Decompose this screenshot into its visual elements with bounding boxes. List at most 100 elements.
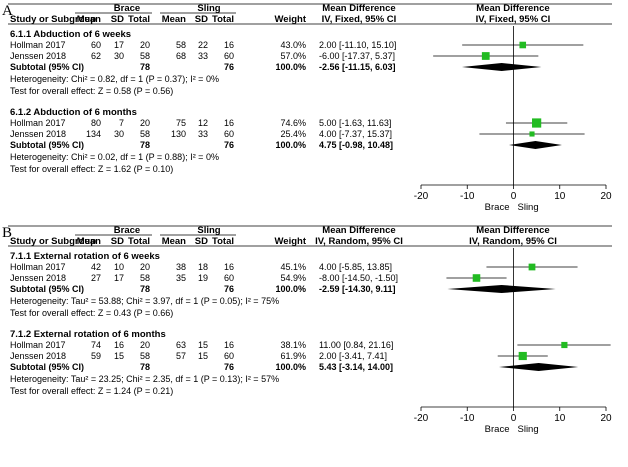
panel-b-subgroup-2-subtotal-n2: 76 (224, 362, 234, 372)
panel-a-plot-title: Mean Difference (476, 3, 549, 14)
panel-b-subgroup-1-study-1-n1: 20 (140, 262, 150, 272)
panel-b-subgroup-1-subtotal-weight: 100.0% (275, 284, 306, 294)
panel-b-subgroup-2-heterogeneity: Heterogeneity: Tau² = 23.25; Chi² = 2.35… (10, 374, 279, 384)
panel-b-subgroup-2-study-2-n1: 58 (140, 351, 150, 361)
panel-a-subgroup-1-study-2-name: Jenssen 2018 (10, 51, 66, 61)
panel-a-subgroup-1-subtotal-weight: 100.0% (275, 62, 306, 72)
panel-a-subgroup-2-study-2-name: Jenssen 2018 (10, 129, 66, 139)
panel-a-subgroup-2-study-2-ci: 4.00 [-7.37, 15.37] (319, 129, 392, 139)
panel-a-tick-label-1: -20 (414, 191, 429, 202)
panel-a-subgroup-2-study-1-name: Hollman 2017 (10, 118, 66, 128)
panel-b-tick-label-5: 20 (600, 413, 612, 424)
panel-a-weight-header: Weight (275, 14, 307, 25)
panel-b-subgroup-1-subtotal-n2: 76 (224, 284, 234, 294)
panel-b-subgroup-1-study-2-mean2: 35 (176, 273, 186, 283)
panel-a-subgroup-1-study-1-sd2: 22 (198, 40, 208, 50)
panel-b-subgroup-1-study-1-n2: 16 (224, 262, 234, 272)
panel-b-subgroup-2-study-1-weight: 38.1% (280, 340, 306, 350)
panel-b-subgroup-2-study-2-weight: 61.9% (280, 351, 306, 361)
panel-b-subgroup-1-study-2-name: Jenssen 2018 (10, 273, 66, 283)
panel-a-subgroup-2-overall-effect: Test for overall effect: Z = 1.62 (P = 0… (10, 164, 173, 174)
panel-b-subgroup-2-subtotal-n1: 78 (140, 362, 150, 372)
panel-a-mean1-header: Mean (77, 14, 101, 25)
panel-b-subgroup-2-study-1-sd1: 16 (114, 340, 124, 350)
panel-b-subgroup-1-subtotal-diamond (447, 285, 556, 293)
panel-b-subgroup-2-title: 7.1.2 External rotation of 6 months (10, 329, 166, 340)
panel-a-tick-label-5: 20 (600, 191, 612, 202)
panel-a-subgroup-1-study-1-sd1: 17 (114, 40, 124, 50)
panel-b-tick-label-1: -20 (414, 413, 429, 424)
panel-b-subgroup-1-study-2-square-marker (472, 274, 481, 282)
panel-a-label: A (2, 3, 13, 19)
panel-a-subgroup-1-study-2-ci: -6.00 [-17.37, 5.37] (319, 51, 395, 61)
panel-b-subgroup-2-study-2-mean2: 57 (176, 351, 186, 361)
panel-b-control-header: Sling (197, 225, 220, 236)
panel-a-subgroup-1-subtotal-ci: -2.56 [-11.15, 6.03] (319, 62, 396, 72)
panel-b-subgroup-1-study-2-sd1: 17 (114, 273, 124, 283)
panel-a-subgroup-1-study-2-square-marker (481, 52, 490, 60)
panel-a-subgroup-2-study-1-ci: 5.00 [-1.63, 11.63] (319, 118, 391, 128)
panel-b-subgroup-1-study-1-mean1: 42 (91, 262, 101, 272)
panel-b-subgroup-1-title: 7.1.1 External rotation of 6 weeks (10, 251, 160, 262)
panel-a-md-method-header: IV, Fixed, 95% CI (322, 14, 397, 25)
panel-b-favours-left: Brace (485, 424, 510, 435)
panel-a-subgroup-1-study-2-mean2: 68 (176, 51, 186, 61)
panel-a-md-header: Mean Difference (322, 3, 395, 14)
panel-b-md-header: Mean Difference (322, 225, 395, 236)
panel-a-subgroup-1-study-2-weight: 57.0% (280, 51, 306, 61)
panel-b-subgroup-1-heterogeneity: Heterogeneity: Tau² = 53.88; Chi² = 3.97… (10, 296, 279, 306)
panel-b-n2-header: Total (212, 236, 234, 247)
panel-a-subgroup-2-subtotal-n2: 76 (224, 140, 234, 150)
panel-b-subgroup-1-subtotal-n1: 78 (140, 284, 150, 294)
panel-a-subgroup-1-subtotal-diamond (461, 63, 542, 71)
panel-b-tick-label-3: 0 (511, 413, 517, 424)
panel-a-subgroup-2-study-2-n2: 60 (224, 129, 234, 139)
panel-a-tick-label-2: -10 (460, 191, 475, 202)
panel-a-subgroup-2-study-1-mean1: 80 (91, 118, 101, 128)
panel-a-subgroup-1-study-1-ci: 2.00 [-11.10, 15.10] (319, 40, 396, 50)
panel-a-subgroup-2-title: 6.1.2 Abduction of 6 months (10, 107, 137, 118)
panel-a-subgroup-2-study-1-n2: 16 (224, 118, 234, 128)
panel-b-label: B (2, 225, 12, 241)
panel-a-subgroup-1-subtotal-label: Subtotal (95% CI) (10, 62, 84, 72)
panel-b-md-method-header: IV, Random, 95% CI (315, 236, 403, 247)
panel-a-tick-label-3: 0 (511, 191, 517, 202)
panel-b-subgroup-2-study-2-sd2: 15 (198, 351, 208, 361)
panel-b-subgroup-1-study-1-weight: 45.1% (280, 262, 306, 272)
panel-b-tick-label-2: -10 (460, 413, 475, 424)
panel-a-subgroup-1-study-2-sd2: 33 (198, 51, 208, 61)
panel-b-subgroup-2-study-2-square-marker (518, 351, 527, 361)
panel-b-subgroup-2-subtotal-weight: 100.0% (275, 362, 306, 372)
panel-b-group-header: Brace (114, 225, 140, 236)
panel-a-subgroup-1-study-1-square-marker (519, 41, 527, 49)
panel-a-sd1-header: SD (111, 14, 124, 25)
panel-a-subgroup-2-study-1-sd2: 12 (198, 118, 208, 128)
panel-b-subgroup-1-overall-effect: Test for overall effect: Z = 0.43 (P = 0… (10, 308, 173, 318)
panel-b-subgroup-2-study-1-mean1: 74 (91, 340, 101, 350)
panel-b-tick-label-4: 10 (554, 413, 566, 424)
panel-a-subgroup-2-study-2-mean1: 134 (86, 129, 101, 139)
panel-b-subgroup-1-study-2-mean1: 27 (91, 273, 101, 283)
panel-b-subgroup-1-study-1-sd1: 10 (114, 262, 124, 272)
panel-b-subgroup-2-study-2-ci: 2.00 [-3.41, 7.41] (319, 351, 387, 361)
panel-a-n2-header: Total (212, 14, 234, 25)
panel-b-subgroup-2-overall-effect: Test for overall effect: Z = 1.24 (P = 0… (10, 386, 173, 396)
panel-a-subgroup-2-subtotal-diamond (508, 141, 562, 149)
panel-a-subgroup-1-overall-effect: Test for overall effect: Z = 0.58 (P = 0… (10, 86, 173, 96)
panel-a-subgroup-2-subtotal-weight: 100.0% (275, 140, 306, 150)
panel-b-subgroup-2-subtotal-label: Subtotal (95% CI) (10, 362, 84, 372)
panel-a-subgroup-1-subtotal-n2: 76 (224, 62, 234, 72)
panel-b-subgroup-2-study-2-n2: 60 (224, 351, 234, 361)
panel-b-plot-title: Mean Difference (476, 225, 549, 236)
panel-b-weight-header: Weight (275, 236, 307, 247)
panel-a-subgroup-2-study-2-sd1: 30 (114, 129, 124, 139)
panel-a-subgroup-1-study-1-name: Hollman 2017 (10, 40, 66, 50)
panel-b-n1-header: Total (128, 236, 150, 247)
panel-b-subgroup-2-study-2-sd1: 15 (114, 351, 124, 361)
panel-b-subgroup-2-study-1-mean2: 63 (176, 340, 186, 350)
panel-a-subgroup-1-study-1-n2: 16 (224, 40, 234, 50)
panel-b-subgroup-1-study-2-n1: 58 (140, 273, 150, 283)
panel-b-subgroup-1-study-1-sd2: 18 (198, 262, 208, 272)
panel-b-subgroup-1-study-2-weight: 54.9% (280, 273, 306, 283)
